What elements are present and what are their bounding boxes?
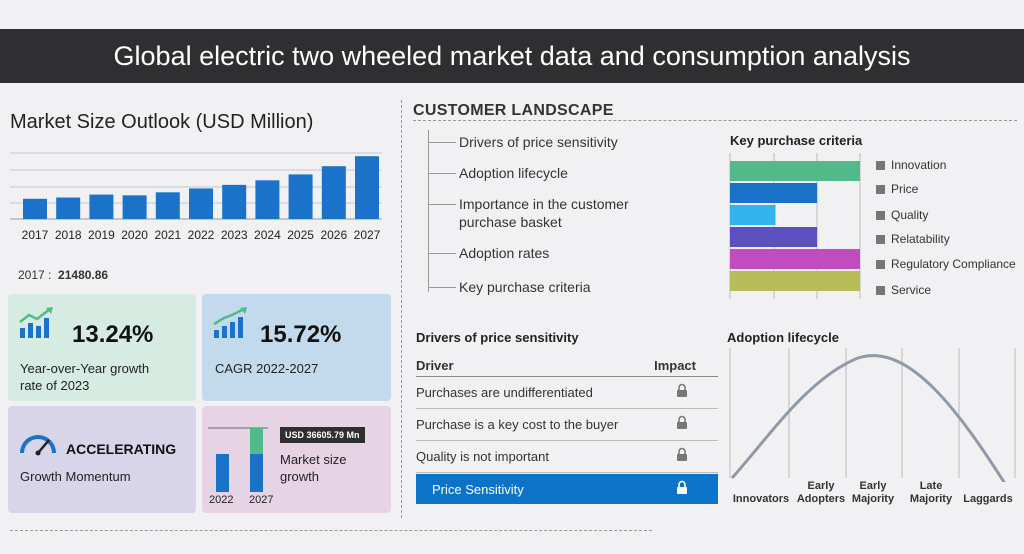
yoy-label: Year-over-Year growth rate of 2023 [20, 361, 150, 393]
kpc-bar-relatability [730, 227, 818, 247]
tick-label-2022: 2022 [188, 228, 215, 242]
lock-icon [676, 447, 688, 465]
legend-innovation: Innovation [876, 158, 946, 172]
legend-quality: Quality [876, 208, 928, 222]
vertical-divider [401, 100, 402, 518]
stage-early-adopters: Early Adopters [796, 480, 846, 505]
growth-chart-icon [19, 307, 53, 338]
tick-label-2019: 2019 [88, 228, 115, 242]
bar-2017 [23, 198, 47, 219]
bar-2026 [321, 166, 346, 219]
table-row: Purchases are undifferentiated [416, 377, 718, 409]
table-row: Purchase is a key cost to the buyer [416, 409, 718, 441]
market-growth-card: USD 36605.79 Mn Market size growth 2022 … [202, 406, 391, 513]
stage-innovators: Innovators [732, 493, 790, 505]
bell-curve [730, 354, 1006, 482]
growth-badge: USD 36605.79 Mn [280, 427, 365, 443]
yoy-value: 13.24% [72, 321, 154, 348]
bar-2024 [255, 180, 280, 219]
price-sensitivity-title: Drivers of price sensitivity [416, 330, 579, 345]
base-value: 21480.86 [58, 268, 109, 282]
bar-2025 [288, 174, 313, 219]
bar-2018 [56, 197, 81, 219]
cagr-card: 15.72% CAGR 2022-2027 [202, 294, 391, 401]
price-sensitivity-table: Driver Impact Purchases are undifferenti… [416, 353, 718, 504]
customer-landscape-title: CUSTOMER LANDSCAPE [413, 102, 614, 119]
momentum-value: ACCELERATING [66, 441, 177, 457]
speedometer-icon [20, 435, 56, 456]
market-size-bar-chart: 2017 2018 2019 2020 2021 2022 2023 2024 2025 2026… [10, 152, 382, 242]
tick-label-2021: 2021 [154, 228, 181, 242]
base-year-label: 2017 : [18, 268, 52, 282]
lock-icon [676, 415, 688, 433]
lock-icon [676, 480, 688, 498]
growth-bars-graphic [208, 427, 268, 492]
legend-service: Service [876, 283, 931, 297]
stage-laggards: Laggards [963, 493, 1013, 505]
page-title: Global electric two wheeled market data … [0, 29, 1024, 83]
bar-2022 [189, 188, 213, 219]
lock-icon [676, 383, 688, 401]
table-row-highlight: Price Sensitivity [416, 474, 718, 504]
bar-2023 [222, 184, 247, 219]
legend-regulatory: Regulatory Compliance [876, 257, 1016, 271]
market-size-title: Market Size Outlook (USD Million) [10, 111, 314, 133]
tick-label-2027: 2027 [354, 228, 381, 242]
adoption-lifecycle-title: Adoption lifecycle [727, 330, 839, 345]
tick-label-2024: 2024 [254, 228, 281, 242]
trend-up-icon [213, 307, 247, 338]
kpc-bar-innovation [730, 161, 860, 181]
yoy-growth-card: 13.24% Year-over-Year growth rate of 202… [8, 294, 196, 401]
tick-label-2025: 2025 [287, 228, 314, 242]
bottom-divider [10, 530, 652, 531]
kpc-bar-quality [730, 205, 776, 225]
growth-year-b: 2027 [249, 494, 274, 506]
cagr-value: 15.72% [260, 321, 342, 348]
legend-price: Price [876, 182, 918, 196]
bar-2027 [355, 156, 379, 219]
growth-label: Market size growth [280, 452, 347, 484]
stage-early-majority: Early Majority [851, 480, 895, 505]
growth-year-a: 2022 [209, 494, 234, 506]
kpc-title: Key purchase criteria [730, 133, 863, 148]
cagr-label: CAGR 2022-2027 [215, 361, 319, 376]
kpc-bar-price [730, 183, 818, 203]
landscape-timeline [428, 130, 429, 292]
tick-label-2018: 2018 [55, 228, 82, 242]
bar-2019 [89, 194, 114, 219]
adoption-curve [729, 348, 1016, 482]
tick-label-2017: 2017 [22, 228, 49, 242]
tick-label-2026: 2026 [320, 228, 347, 242]
table-row: Quality is not important [416, 441, 718, 473]
bar-2020 [122, 195, 147, 219]
legend-relatability: Relatability [876, 232, 950, 246]
kpc-bar-chart [729, 153, 861, 299]
kpc-bar-service [730, 271, 860, 291]
tick-label-2023: 2023 [221, 228, 248, 242]
kpc-bar-regulatory-compliance [730, 249, 860, 269]
tick-label-2020: 2020 [121, 228, 148, 242]
stage-late-majority: Late Majority [909, 480, 953, 505]
base-year-value: 2017 : 21480.86 [18, 268, 108, 282]
landscape-divider [413, 120, 1017, 121]
table-header: Driver Impact [416, 353, 718, 377]
momentum-label: Growth Momentum [20, 469, 131, 484]
momentum-card: ACCELERATING Growth Momentum [8, 406, 196, 513]
bar-2021 [155, 192, 180, 219]
